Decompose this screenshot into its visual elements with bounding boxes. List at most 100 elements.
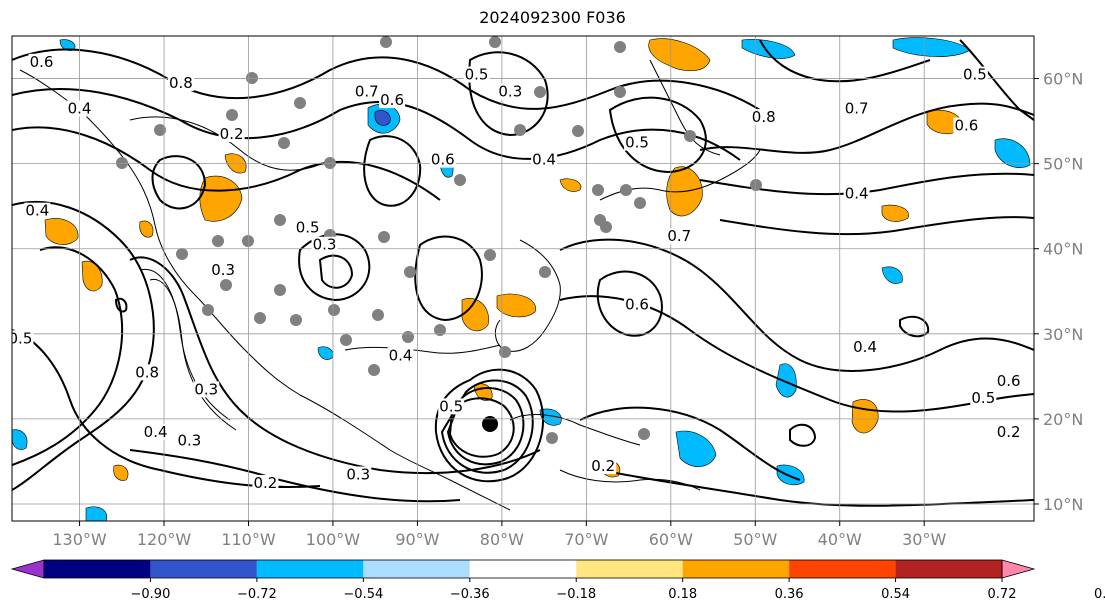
- contour-label: 0.3: [498, 83, 522, 101]
- contour-label-bg: [852, 338, 879, 355]
- colorbar-swatch: [682, 560, 790, 578]
- contour-label-bg: [750, 109, 777, 126]
- lat-tick-label: 60°N: [1043, 70, 1083, 89]
- contour-label-bg: [666, 228, 693, 245]
- lon-tick-label: 50°W: [733, 530, 777, 549]
- contour-label: 0.4: [845, 185, 869, 203]
- contour-label: 0.8: [752, 108, 776, 126]
- contour-label: 0.4: [144, 423, 168, 441]
- negative-anomaly-areas: [12, 37, 1031, 521]
- contour-label-bg: [463, 66, 490, 83]
- contour-label-bg: [497, 83, 524, 100]
- contour-label: 0.6: [997, 372, 1021, 390]
- contour-label: 0.3: [346, 465, 370, 483]
- contour-label: 0.3: [194, 380, 218, 398]
- contour-label-bg: [843, 185, 870, 202]
- colorbar-swatch: [150, 560, 257, 578]
- colorbar-tick-label: −0.90: [131, 587, 171, 602]
- lat-tick-label: 20°N: [1043, 410, 1083, 429]
- lon-tick-label: 70°W: [564, 530, 608, 549]
- contour-label: 0.5: [465, 66, 489, 84]
- lon-tick-label: 90°W: [395, 530, 439, 549]
- storm-center: [482, 416, 498, 432]
- lat-tick-label: 10°N: [1043, 495, 1083, 514]
- contour-label-bg: [379, 92, 406, 109]
- colorbar-swatch: [44, 560, 151, 578]
- contour-label-bg: [66, 100, 93, 117]
- coastlines: [19, 59, 761, 511]
- colorbar-swatch: [576, 560, 683, 578]
- colorbar-swatch: [256, 560, 364, 578]
- contour-lines-thin: [129, 116, 331, 431]
- colorbar-tick-label: 0.90: [1094, 587, 1105, 602]
- contour-label: 0.8: [135, 363, 159, 381]
- contour-label: 0.2: [591, 457, 615, 475]
- contour-label-bg: [429, 151, 456, 168]
- colorbar-tick-label: −0.54: [343, 587, 383, 602]
- contour-label-bg: [995, 423, 1022, 440]
- contour-label: 0.2: [220, 125, 244, 143]
- lon-tick-label: 30°W: [902, 530, 946, 549]
- contour-label-bg: [961, 66, 988, 83]
- contour-label: 0.3: [313, 236, 337, 254]
- colorbar-swatch: [789, 560, 896, 578]
- contour-label-bg: [624, 134, 651, 151]
- contour-label: 0.7: [667, 227, 691, 245]
- latitude-ticks: 60°N 50°N 40°N 30°N 20°N 10°N: [1034, 70, 1083, 514]
- colorbar-swatch: [895, 560, 1002, 578]
- contour-label-bg: [142, 423, 169, 440]
- lon-tick-label: 40°W: [818, 530, 862, 549]
- colorbar-tick-label: 0.36: [775, 587, 804, 602]
- colorbar-swatch: [363, 560, 470, 578]
- contour-label-bg: [531, 151, 558, 168]
- contour-label-bg: [438, 398, 465, 415]
- contour-label-bg: [843, 100, 870, 117]
- contour-label-bg: [134, 364, 161, 381]
- contour-label: 0.7: [355, 83, 379, 101]
- contour-label: 0.6: [625, 295, 649, 313]
- contour-label-bg: [953, 117, 980, 134]
- contour-label-bg: [311, 236, 338, 253]
- contour-label: 0.4: [25, 202, 49, 220]
- contour-label-bg: [176, 432, 203, 449]
- contour-label: 0.6: [431, 151, 455, 169]
- contour-label: 0.4: [853, 338, 877, 356]
- contour-label: 0.7: [845, 100, 869, 118]
- contour-label-bg: [12, 330, 34, 347]
- contour-label: 0.2: [997, 423, 1021, 441]
- contour-label-bg: [294, 219, 321, 236]
- lon-tick-label: 60°W: [649, 530, 693, 549]
- colorbar-tick-label: 0.54: [881, 587, 910, 602]
- contour-label: 0.4: [532, 151, 556, 169]
- colorbar-tick-label: 0.18: [668, 587, 697, 602]
- lon-tick-label: 130°W: [52, 530, 107, 549]
- lon-tick-label: 100°W: [306, 530, 361, 549]
- contour-label-bg: [24, 202, 51, 219]
- colorbar-swatch: [469, 560, 577, 578]
- contour-label: 0.4: [68, 100, 92, 118]
- colorbar-extend-low: [10, 559, 45, 579]
- contour-label: 0.6: [380, 91, 404, 109]
- lat-tick-label: 30°N: [1043, 325, 1083, 344]
- contour-label-bg: [345, 466, 372, 483]
- contour-label: 0.2: [253, 474, 277, 492]
- contour-labels: 0.60.40.80.20.7 0.60.50.30.40.60.50.8 0.70…: [12, 53, 1022, 492]
- contour-label: 0.5: [971, 389, 995, 407]
- contour-label: 0.6: [30, 53, 54, 71]
- contour-label-bg: [167, 75, 194, 92]
- colorbar-tick-label: −0.18: [556, 587, 596, 602]
- lon-tick-label: 110°W: [221, 530, 276, 549]
- contour-label: 0.5: [439, 397, 463, 415]
- contour-label: 0.5: [625, 134, 649, 152]
- map-title: 2024092300 F036: [479, 8, 626, 27]
- colorbar-tick-label: −0.72: [237, 587, 277, 602]
- lon-tick-label: 80°W: [480, 530, 524, 549]
- contour-label: 0.4: [389, 346, 413, 364]
- station-points: [116, 36, 762, 444]
- map-frame: [11, 35, 1035, 522]
- positive-anomaly-areas: [44, 38, 963, 481]
- lat-tick-label: 40°N: [1043, 240, 1083, 259]
- contour-label-bg: [353, 83, 380, 100]
- contour-label: 0.6: [955, 117, 979, 135]
- contour-label-bg: [252, 474, 279, 491]
